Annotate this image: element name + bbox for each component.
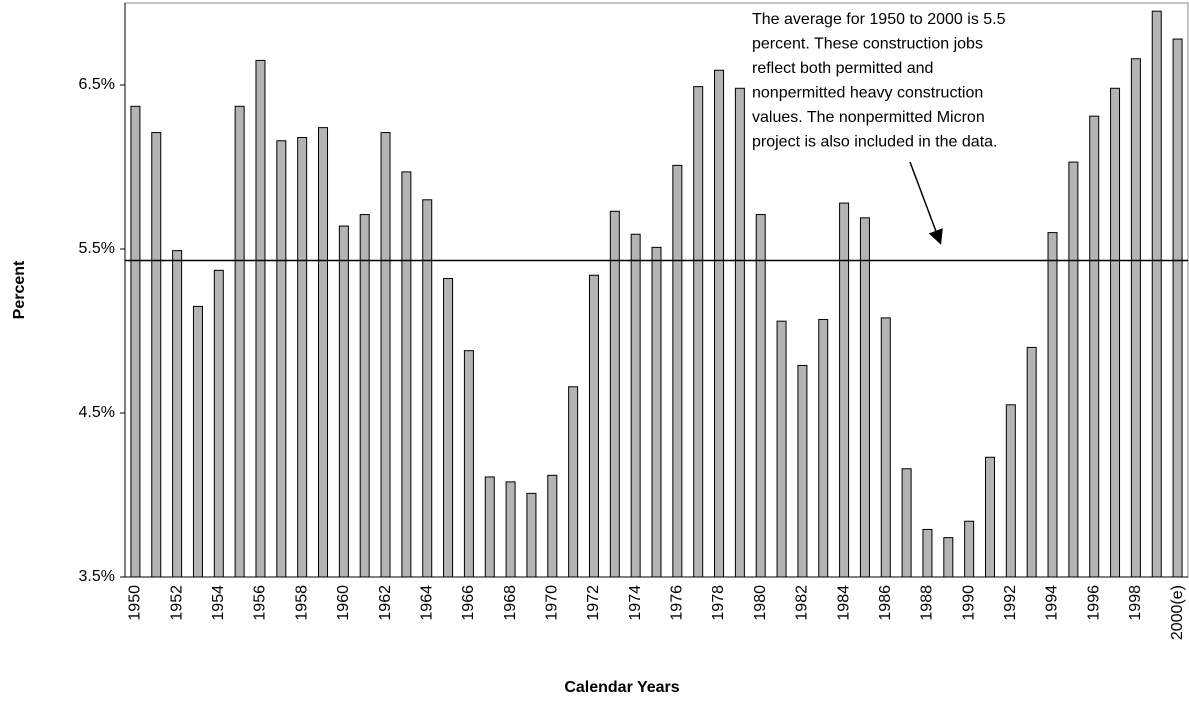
- annotation: reflect both permitted and: [752, 60, 933, 77]
- x-tick-label: 1968: [502, 585, 519, 621]
- x-tick-label: 1972: [585, 585, 602, 621]
- bar: [672, 164, 683, 578]
- x-tick-label: 1998: [1127, 585, 1144, 621]
- x-tick-label: 1982: [794, 585, 811, 621]
- bar: [380, 132, 391, 578]
- bar: [859, 217, 870, 578]
- bar: [1005, 404, 1016, 578]
- bar: [526, 492, 537, 578]
- annotation: The average for 1950 to 2000 is 5.5: [752, 11, 1006, 28]
- bar: [1151, 10, 1162, 578]
- y-tick-label: 6.5%: [79, 76, 115, 93]
- x-tick-label: 1996: [1085, 585, 1102, 621]
- bar: [1089, 115, 1100, 578]
- bar: [901, 468, 912, 578]
- bar: [213, 269, 224, 578]
- bar: [651, 246, 662, 578]
- bar: [922, 528, 933, 578]
- bar: [880, 317, 891, 578]
- x-tick-label: 1990: [960, 585, 977, 621]
- bar: [1047, 232, 1058, 578]
- annotation: values. The nonpermitted Micron: [752, 109, 985, 126]
- bar: [609, 210, 620, 578]
- bar: [964, 520, 975, 578]
- x-tick-label: 1974: [627, 585, 644, 621]
- annotation: percent. These construction jobs: [752, 36, 983, 53]
- bar: [484, 476, 495, 578]
- x-tick-label: 1970: [544, 585, 561, 621]
- bar: [130, 105, 141, 578]
- bar: [776, 320, 787, 578]
- x-tick-label: 1954: [210, 585, 227, 621]
- bar: [547, 474, 558, 578]
- bar: [1130, 58, 1141, 578]
- bar: [1026, 346, 1037, 578]
- bar: [401, 171, 412, 578]
- y-tick-label: 3.5%: [79, 568, 115, 585]
- x-tick-label: 1976: [669, 585, 686, 621]
- annotation-arrow: [909, 161, 943, 245]
- x-tick-label: 1988: [919, 585, 936, 621]
- bar: [839, 202, 850, 578]
- bar: [463, 350, 474, 578]
- bar: [714, 69, 725, 578]
- bar: [297, 136, 308, 578]
- bar: [276, 140, 287, 578]
- y-tick-label: 5.5%: [79, 240, 115, 257]
- bar: [943, 537, 954, 578]
- x-tick-label: 1978: [710, 585, 727, 621]
- y-tick-label: 4.5%: [79, 404, 115, 421]
- x-tick-label: 1986: [877, 585, 894, 621]
- x-tick-label: 1984: [835, 585, 852, 621]
- x-tick-label: 1956: [252, 585, 269, 621]
- y-axis-label: Percent: [11, 260, 28, 319]
- bar: [1172, 38, 1183, 578]
- bar: [255, 59, 266, 578]
- bar: [234, 105, 245, 578]
- bar: [797, 364, 808, 578]
- bar: [1110, 87, 1121, 578]
- bar: [984, 456, 995, 578]
- bar: [422, 199, 433, 578]
- bar: [588, 274, 599, 578]
- bar: [1068, 161, 1079, 578]
- x-tick-label: 1980: [752, 585, 769, 621]
- x-tick-label: 1950: [127, 585, 144, 621]
- x-tick-label: 1958: [293, 585, 310, 621]
- annotation: nonpermitted heavy construction: [752, 85, 983, 102]
- bar: [338, 225, 349, 578]
- x-axis-label: Calendar Years: [564, 679, 679, 696]
- bar: [734, 87, 745, 578]
- x-tick-label: 1962: [377, 585, 394, 621]
- x-tick-label: 1992: [1002, 585, 1019, 621]
- bar: [693, 86, 704, 578]
- x-tick-label: 1966: [460, 585, 477, 621]
- bar: [192, 305, 203, 578]
- x-tick-label: 1960: [335, 585, 352, 621]
- bar: [443, 278, 454, 578]
- x-tick-label: 1994: [1044, 585, 1061, 621]
- bar: [818, 319, 829, 578]
- bar: [172, 250, 183, 578]
- bar: [755, 214, 766, 578]
- x-tick-label: 1964: [418, 585, 435, 621]
- bar: [630, 233, 641, 578]
- bar: [568, 386, 579, 578]
- bar: [151, 132, 162, 578]
- bar: [359, 214, 370, 578]
- x-tick-label: 2000(e): [1169, 585, 1186, 640]
- bar: [505, 481, 516, 578]
- x-tick-label: 1952: [168, 585, 185, 621]
- bar: [318, 127, 329, 578]
- annotation: project is also included in the data.: [752, 134, 997, 151]
